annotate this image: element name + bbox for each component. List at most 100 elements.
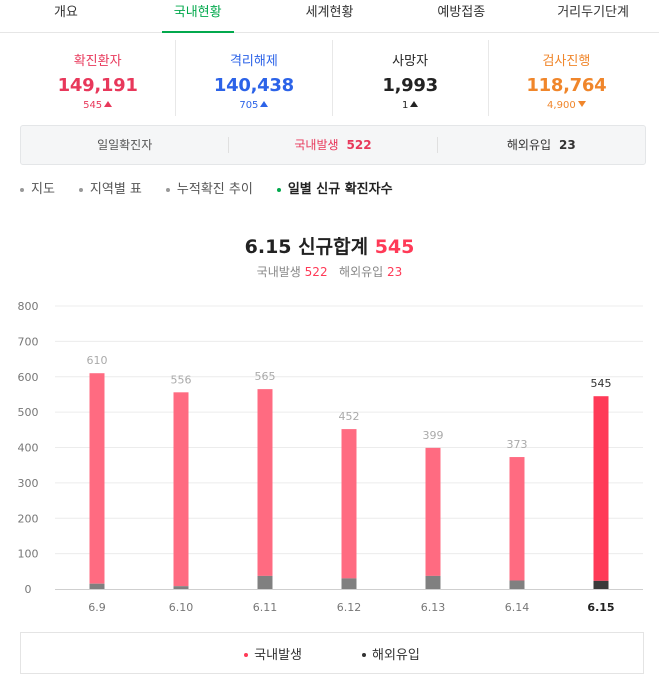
view-filter-list: 지도 지역별 표 누적확진 추이 일별 신규 확진자수 xyxy=(20,178,417,197)
bar-domestic xyxy=(89,373,105,584)
bullet-icon xyxy=(78,187,83,192)
stat-label: 격리해제 xyxy=(229,54,278,69)
stat-delta: 1 xyxy=(333,100,488,111)
daily-overseas[interactable]: 해외유입 23 xyxy=(438,137,645,153)
sub-domestic-label: 국내발생 xyxy=(256,265,301,279)
data-label: 565 xyxy=(255,370,276,383)
filter-label: 지도 xyxy=(31,182,55,197)
x-tick-label: 6.15 xyxy=(587,601,614,614)
top-tab-bar: 개요 국내현황 세계현황 예방접종 거리두기단계 xyxy=(0,0,659,33)
x-tick-label: 6.13 xyxy=(421,601,446,614)
stat-value: 149,191 xyxy=(57,75,138,96)
filter-0[interactable]: 지도 xyxy=(20,178,55,197)
filter-1[interactable]: 지역별 표 xyxy=(78,178,142,197)
filter-3[interactable]: 일별 신규 확진자수 xyxy=(276,178,393,197)
daily-overseas-value: 23 xyxy=(559,138,576,152)
filter-2[interactable]: 누적확진 추이 xyxy=(165,178,253,197)
bar-overseas xyxy=(341,578,357,589)
tab-2[interactable]: 세계현황 xyxy=(305,5,354,20)
x-tick-label: 6.11 xyxy=(253,601,278,614)
bullet-icon xyxy=(20,187,24,192)
sub-overseas-label: 해외유입 xyxy=(339,265,384,279)
legend-overseas[interactable]: 해외유입 xyxy=(362,644,420,663)
legend-domestic-dot xyxy=(244,653,249,657)
stat-0: 확진환자 149,191 545 xyxy=(20,40,177,116)
chart-subtitle: 국내발생 522 해외유입 23 xyxy=(0,263,659,280)
x-tick-label: 6.14 xyxy=(505,601,530,614)
filter-label: 누적확진 추이 xyxy=(176,182,253,197)
headline-date: 6.15 xyxy=(244,236,292,258)
daily-new-cases-chart: 0 100 200 300 400 500 600 700 800 610 6.9 556 6.10 56… xyxy=(18,300,643,614)
y-tick-label: 300 xyxy=(18,477,39,490)
bullet-icon xyxy=(276,187,281,192)
bar-overseas xyxy=(257,575,273,589)
daily-confirmed-bar: 일일확진자 국내발생 522 해외유입 23 xyxy=(20,125,646,165)
stat-delta: 545 xyxy=(20,100,175,111)
y-tick-label: 700 xyxy=(18,335,39,348)
chart-legend: 국내발생 해외유입 xyxy=(20,632,644,674)
tab-3[interactable]: 예방접종 xyxy=(437,5,486,20)
tab-4[interactable]: 거리두기단계 xyxy=(557,5,629,20)
up-triangle-icon xyxy=(410,101,419,107)
data-label: 399 xyxy=(423,429,444,442)
bar-domestic xyxy=(257,389,273,576)
stat-delta-value: 4,900 xyxy=(547,100,576,111)
up-triangle-icon xyxy=(260,101,269,107)
stat-label: 검사진행 xyxy=(542,54,591,69)
chart-headline: 6.15 신규합계 545 xyxy=(0,232,659,259)
legend-overseas-dot xyxy=(362,653,366,657)
stat-label: 사망자 xyxy=(392,54,429,69)
stat-delta-value: 545 xyxy=(83,100,103,111)
sub-domestic-value: 522 xyxy=(304,265,328,279)
daily-domestic-value: 522 xyxy=(346,138,372,152)
bar-domestic xyxy=(509,457,525,581)
tab-0[interactable]: 개요 xyxy=(53,5,78,20)
bar-domestic xyxy=(593,396,609,581)
data-label: 373 xyxy=(507,438,528,451)
stat-label: 확진환자 xyxy=(73,54,122,69)
x-tick-label: 6.10 xyxy=(169,601,194,614)
bar-overseas xyxy=(509,580,525,589)
down-triangle-icon xyxy=(577,101,586,107)
daily-overseas-label: 해외유입 xyxy=(506,138,552,152)
bar-overseas xyxy=(593,580,609,589)
daily-domestic-label: 국내발생 xyxy=(294,138,339,152)
data-label: 610 xyxy=(87,354,108,367)
data-label: 452 xyxy=(339,410,360,423)
x-tick-label: 6.9 xyxy=(88,601,106,614)
y-tick-label: 800 xyxy=(18,300,39,313)
stat-delta-value: 1 xyxy=(401,100,409,111)
y-tick-label: 500 xyxy=(18,406,39,419)
y-tick-label: 100 xyxy=(18,548,39,561)
legend-domestic[interactable]: 국내발생 xyxy=(244,644,302,663)
up-triangle-icon xyxy=(104,101,113,107)
bar-overseas xyxy=(89,583,105,589)
data-label: 545 xyxy=(591,377,612,390)
daily-confirmed-label[interactable]: 일일확진자 xyxy=(21,137,230,153)
y-tick-label: 200 xyxy=(18,512,39,525)
daily-domestic[interactable]: 국내발생 522 xyxy=(229,137,438,153)
bar-domestic xyxy=(425,447,441,576)
bar-overseas xyxy=(173,586,189,589)
filter-label: 일별 신규 확진자수 xyxy=(287,182,393,197)
summary-stats: 확진환자 149,191 545 격리해제 140,438 705 사망자 1,993 1 검사진… xyxy=(20,40,644,116)
tab-1[interactable]: 국내현황 xyxy=(132,0,264,32)
bar-domestic xyxy=(173,392,189,587)
stat-value: 118,764 xyxy=(526,75,607,96)
bullet-icon xyxy=(165,187,170,192)
stat-delta: 4,900 xyxy=(489,100,644,111)
legend-domestic-label: 국내발생 xyxy=(254,647,302,663)
y-tick-label: 600 xyxy=(18,371,39,384)
bar-overseas xyxy=(425,575,441,589)
sub-overseas-value: 23 xyxy=(387,265,403,279)
headline-total: 545 xyxy=(374,236,415,258)
x-tick-label: 6.12 xyxy=(337,601,362,614)
stat-2: 사망자 1,993 1 xyxy=(333,40,489,116)
headline-label: 신규합계 xyxy=(298,236,369,258)
stat-delta: 705 xyxy=(176,100,331,111)
stat-3: 검사진행 118,764 4,900 xyxy=(489,40,644,116)
stat-delta-value: 705 xyxy=(239,100,259,111)
daily-label-text: 일일확진자 xyxy=(97,138,153,152)
y-tick-label: 400 xyxy=(18,442,39,455)
y-tick-label: 0 xyxy=(25,583,32,596)
